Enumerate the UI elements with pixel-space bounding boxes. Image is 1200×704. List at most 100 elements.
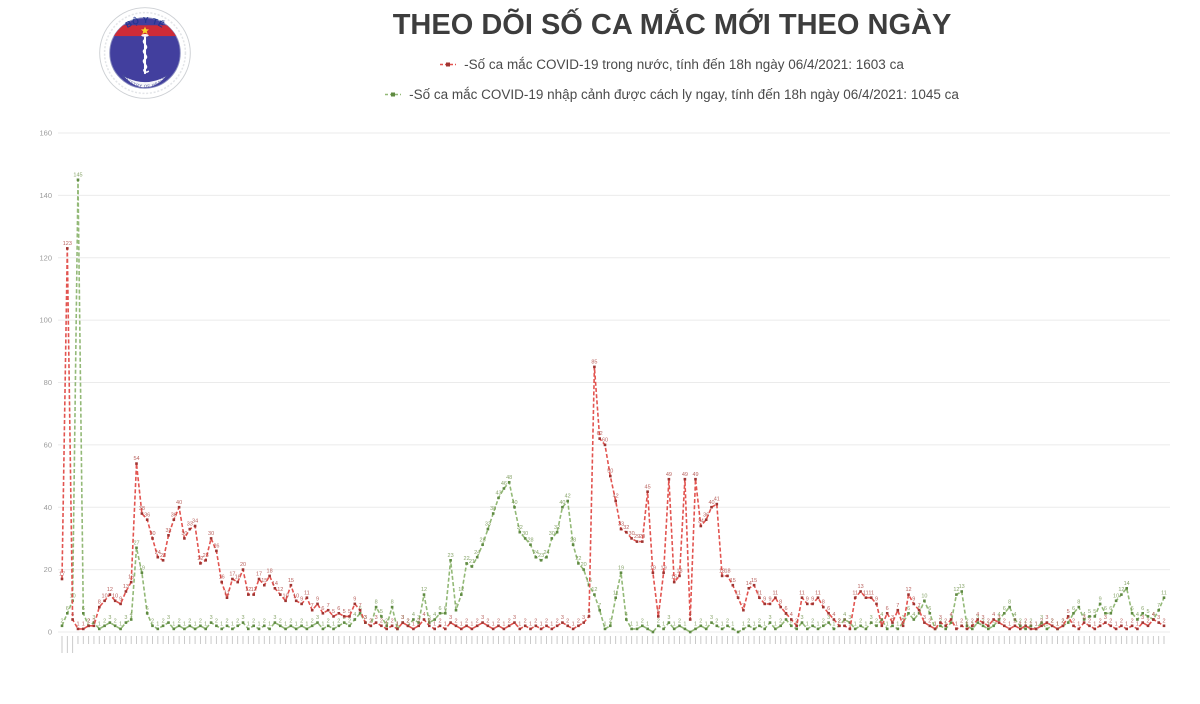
data-point-label: 15: [288, 578, 294, 584]
data-point-label: 1: [257, 622, 260, 628]
data-point-marker: [774, 627, 777, 631]
y-axis-tick-label: 40: [44, 503, 52, 512]
data-point-marker: [82, 612, 85, 615]
data-point-label: 7: [598, 603, 601, 609]
data-point-marker: [177, 505, 181, 509]
data-point-label: 1: [1136, 622, 1139, 628]
data-point-label: 23: [538, 553, 544, 559]
data-point-marker: [667, 477, 671, 481]
data-point-label: 2: [944, 618, 947, 624]
data-point-label: 6: [886, 606, 889, 612]
data-point-marker: [337, 624, 341, 628]
data-point-marker: [60, 577, 64, 581]
data-point-label: 3: [364, 615, 367, 621]
data-point-marker: [651, 630, 655, 634]
data-point-marker: [428, 621, 431, 624]
data-point-label: 21: [469, 559, 475, 565]
data-point-label: 29: [634, 534, 640, 540]
data-point-label: 24: [543, 550, 549, 556]
data-point-marker: [236, 580, 239, 584]
data-point-label: 1: [662, 622, 665, 628]
data-point-marker: [907, 593, 910, 596]
data-point-label: 3: [1141, 615, 1144, 621]
data-point-label: 2: [215, 618, 218, 624]
data-point-marker: [555, 530, 559, 534]
data-point-marker: [774, 596, 777, 599]
data-point-label: 8: [1008, 600, 1011, 606]
data-point-marker: [848, 621, 852, 624]
data-point-marker: [433, 618, 436, 621]
data-point-label: 6: [928, 606, 931, 612]
data-point-marker: [183, 537, 186, 540]
data-point-label: 38: [490, 506, 496, 512]
data-point-label: 1: [231, 622, 234, 628]
data-point-marker: [470, 565, 474, 568]
data-point-marker: [1157, 621, 1160, 624]
data-point-label: 4: [832, 612, 835, 618]
data-point-label: 12: [421, 587, 427, 593]
data-point-marker: [1162, 624, 1166, 628]
data-point-marker: [1034, 627, 1038, 631]
data-point-label: 4: [1083, 612, 1086, 618]
data-point-label: 30: [549, 531, 555, 537]
data-point-label: 2: [1088, 618, 1091, 624]
y-axis-tick-label: 0: [48, 628, 52, 637]
data-point-marker: [481, 543, 484, 546]
data-point-marker: [657, 615, 660, 618]
data-point-label: 3: [241, 615, 244, 621]
data-point-marker: [566, 624, 569, 628]
data-point-marker: [1104, 621, 1107, 624]
data-point-marker: [374, 621, 378, 624]
data-point-marker: [135, 546, 138, 550]
data-point-marker: [428, 624, 431, 628]
data-point-marker: [534, 624, 538, 628]
data-point-marker: [667, 621, 671, 624]
data-point-label: 2: [279, 618, 282, 624]
data-point-label: 2: [880, 618, 883, 624]
data-point-label: 2: [859, 618, 862, 624]
data-point-label: 1: [630, 622, 633, 628]
data-point-marker: [103, 624, 106, 628]
data-point-marker: [933, 627, 937, 631]
data-point-label: 2: [1061, 618, 1064, 624]
data-point-marker: [561, 621, 564, 624]
data-point-marker: [1040, 621, 1043, 624]
data-point-label: 2: [311, 618, 314, 624]
data-point-marker: [300, 602, 303, 606]
data-point-label: 3: [1104, 615, 1107, 621]
data-point-label: 2: [385, 618, 388, 624]
data-point-label: 2: [1061, 618, 1064, 624]
data-point-marker: [124, 621, 128, 624]
data-point-label: 1: [82, 622, 85, 628]
data-point-label: 9: [875, 597, 878, 603]
data-point-label: 1: [433, 622, 436, 628]
data-point-marker: [470, 627, 474, 631]
data-point-label: 13: [858, 584, 864, 590]
data-point-label: 1: [98, 622, 101, 628]
data-point-label: 2: [1109, 618, 1112, 624]
data-point-label: 4: [843, 612, 846, 618]
data-point-marker: [683, 627, 687, 631]
data-point-marker: [1066, 621, 1070, 624]
legend-marker-domestic-icon: [440, 62, 457, 67]
data-point-label: 2: [497, 618, 500, 624]
data-point-marker: [172, 518, 176, 521]
data-point-marker: [279, 593, 282, 596]
data-point-label: 4: [784, 612, 787, 618]
data-point-marker: [1029, 624, 1033, 628]
data-point-marker: [582, 568, 585, 571]
data-point-label: 2: [556, 618, 559, 624]
data-point-marker: [694, 477, 697, 481]
data-point-marker: [167, 621, 170, 624]
data-point-marker: [534, 555, 538, 559]
data-point-label: 30: [629, 531, 635, 537]
data-point-label: 3: [981, 615, 984, 621]
data-point-marker: [113, 599, 117, 603]
data-point-label: 2: [380, 618, 383, 624]
data-point-marker: [523, 537, 527, 540]
data-point-label: 7: [896, 603, 899, 609]
data-point-label: 4: [412, 612, 415, 618]
data-point-label: 4: [790, 612, 793, 618]
data-point-label: 11: [757, 590, 763, 596]
data-point-label: 2: [1162, 618, 1165, 624]
